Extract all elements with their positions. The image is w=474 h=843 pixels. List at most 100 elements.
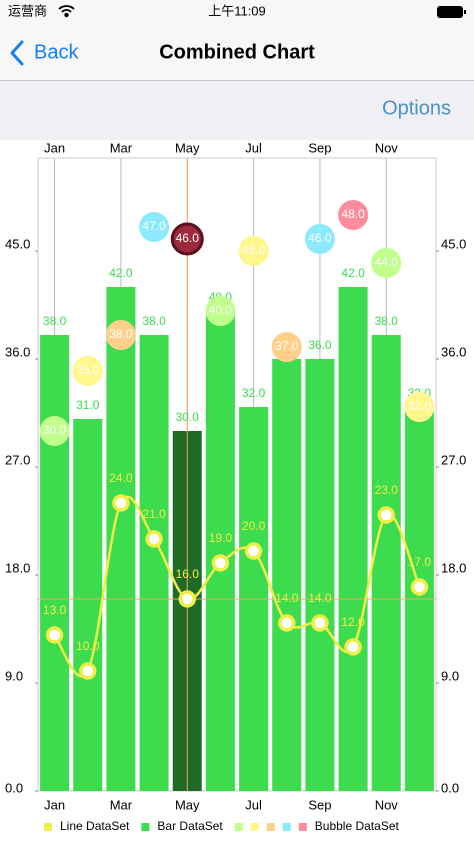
line-point [244, 542, 263, 560]
y2-tick-label: 9.0 [441, 668, 459, 683]
bar [40, 335, 70, 791]
line-point [145, 530, 163, 548]
legend-swatch [141, 823, 150, 831]
x-tick-label: Nov [375, 140, 399, 155]
bubble-value-label: 30.0 [43, 423, 67, 437]
bar [305, 359, 335, 791]
line-point [410, 578, 429, 596]
bar-value-label: 38.0 [142, 314, 166, 328]
y-tick-label: 9.0 [5, 668, 23, 683]
line-value-label: 19.0 [209, 531, 233, 545]
bubble [304, 224, 335, 254]
bubble-value-label: 35.0 [76, 363, 100, 377]
line-value-label: 14.0 [275, 591, 299, 605]
back-button[interactable]: Back [10, 40, 79, 66]
line-value-label: 17.0 [408, 555, 432, 569]
y2-tick-label: 27.0 [441, 452, 466, 467]
bubble-value-label: 46.0 [308, 231, 332, 245]
line-value-label: 16.0 [176, 567, 200, 581]
legend-swatch [266, 823, 275, 831]
bubble [72, 356, 103, 386]
bar [139, 335, 169, 791]
x-tick-label: Nov [375, 797, 399, 812]
bubble-value-label: 37.0 [275, 339, 299, 353]
legend-label: Bar DataSet [157, 819, 223, 833]
bubble-value-label: 40.0 [209, 303, 233, 317]
x-tick-label: Sep [308, 797, 331, 812]
x-tick-label: Jan [44, 797, 65, 812]
y-tick-label: 0.0 [5, 780, 23, 795]
back-chevron[interactable] [10, 40, 24, 66]
y2-tick-label: 0.0 [441, 780, 459, 795]
x-tick-label: May [175, 797, 200, 812]
line-point [278, 614, 296, 632]
options-bar [0, 81, 474, 140]
legend-swatch [250, 823, 259, 831]
line [53, 495, 421, 678]
bubble-value-label: 38.0 [109, 327, 133, 341]
time: 上午11:09 [208, 3, 266, 18]
y-tick-label: 27.0 [5, 452, 30, 467]
line-point [211, 554, 230, 572]
legend-swatch [298, 823, 307, 831]
bar-value-label: 36.0 [308, 338, 332, 352]
line-point [178, 590, 196, 608]
bubble [39, 416, 70, 446]
line-point [344, 638, 362, 656]
line-point [45, 626, 64, 644]
back-label[interactable]: Back [34, 41, 79, 63]
y-tick-label: 36.0 [5, 344, 30, 359]
x-tick-label: Mar [110, 140, 133, 155]
y-tick-label: 45.0 [5, 236, 30, 251]
x-tick-label: Sep [308, 140, 331, 155]
x-tick-label: Jul [245, 797, 262, 812]
bar-value-label: 38.0 [43, 314, 67, 328]
y2-tick-label: 36.0 [441, 344, 466, 359]
bar [73, 419, 103, 791]
x-tick-label: Mar [110, 797, 133, 812]
line-point [377, 506, 395, 524]
bubble [139, 212, 170, 242]
bubble [105, 320, 136, 350]
line-value-label: 12.0 [341, 615, 365, 629]
battery-icon [437, 6, 466, 18]
line-value-label: 20.0 [242, 519, 266, 533]
y-tick-label: 18.0 [5, 560, 30, 575]
line-value-label: 14.0 [308, 591, 332, 605]
line-value-label: 24.0 [109, 471, 133, 485]
bubble [371, 248, 402, 278]
y2-tick-label: 18.0 [441, 560, 466, 575]
x-tick-label: Jan [44, 140, 65, 155]
bar-value-label: 30.0 [176, 410, 200, 424]
legend-swatch [234, 823, 243, 831]
legend-swatch [44, 823, 52, 831]
bubble-value-label: 32.0 [408, 399, 432, 413]
bubble-value-label: 47.0 [142, 219, 166, 233]
bubble-value-label: 46.0 [176, 231, 200, 245]
bubble-value-label: 48.0 [341, 207, 365, 221]
line-point [112, 494, 130, 512]
legend-label: Bubble DataSet [315, 819, 400, 833]
bubble [404, 392, 435, 422]
bubble [205, 296, 236, 326]
bar [272, 359, 302, 791]
bar-value-label: 42.0 [341, 266, 365, 280]
bubble-value-label: 44.0 [375, 255, 399, 269]
bubble-value-label: 45.0 [242, 243, 266, 257]
line-point [79, 662, 97, 680]
bar [371, 335, 401, 791]
plot-frame [37, 157, 437, 792]
bar [205, 311, 235, 791]
nav-title: Combined Chart [159, 41, 315, 63]
line-value-label: 21.0 [142, 507, 166, 521]
y2-tick-label: 45.0 [441, 236, 466, 251]
bar-value-label: 31.0 [76, 398, 100, 412]
line-value-label: 13.0 [43, 603, 67, 617]
bar-value-label: 32.0 [242, 386, 266, 400]
bar-value-label: 38.0 [375, 314, 399, 328]
bubble [238, 236, 269, 266]
options-button[interactable]: Options [382, 97, 451, 119]
line-value-label: 10.0 [76, 639, 100, 653]
